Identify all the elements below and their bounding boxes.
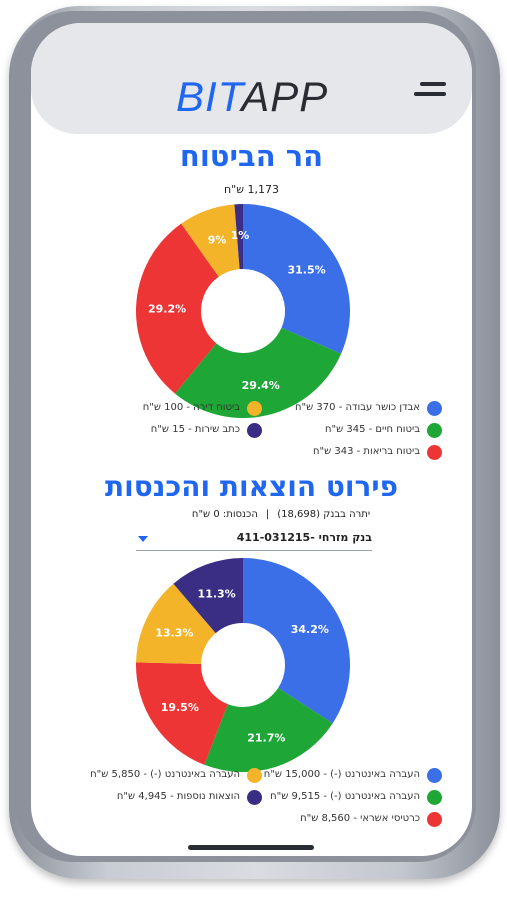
insurance-legend-label: אבדן כושר עבודה - 370 ש"ח [295, 402, 420, 413]
expenses-legend-item: העברה באינטרנט (-) - 5,850 ש"ח [90, 768, 262, 784]
expenses-legend-color-dot [427, 768, 442, 783]
expenses-slice-4[interactable] [173, 558, 243, 634]
expenses-legend-color-dot [247, 768, 262, 783]
expenses-slice-3[interactable] [136, 583, 216, 664]
insurance-legend-color-dot [427, 445, 442, 460]
expenses-slice-label-2: 19.5% [161, 701, 199, 714]
expenses-slice-0[interactable] [243, 558, 350, 724]
expenses-donut-chart: 34.2% 21.7% 19.5% 13.3% 11.3% [136, 558, 350, 772]
bank-account-value: בנק מזרחי -411-031215 [236, 531, 372, 544]
insurance-total: 1,173 ש"ח [223, 183, 280, 196]
expenses-legend-label: כרטיסי אשראי - 8,560 ש"ח [300, 813, 420, 824]
expenses-legend-color-dot [247, 790, 262, 805]
insurance-slice-label-0: 31.5% [287, 263, 325, 276]
logo-text-app: APP [241, 73, 329, 120]
expenses-legend-item: הוצאות נוספות - 4,945 ש"ח [92, 790, 262, 806]
insurance-legend-label: ביטוח דירה - 100 ש"ח [142, 402, 240, 413]
expenses-legend-item: העברה באינטרנט (-) - 9,515 ש"ח [270, 790, 442, 806]
insurance-legend-item: ביטוח בריאות - 343 ש"ח [272, 445, 442, 461]
insurance-slice-label-2: 29.2% [148, 302, 186, 315]
app-screen: BITAPP הר הביטוח 1,173 ש"ח 31.5% 29.4% 29.… [31, 23, 472, 856]
app-header: BITAPP [31, 23, 472, 134]
bank-account-select[interactable]: בנק מזרחי -411-031215 [136, 528, 372, 551]
insurance-title: הר הביטוח [179, 139, 324, 173]
insurance-slice-1[interactable] [175, 327, 342, 418]
expenses-legend-color-dot [427, 812, 442, 827]
insurance-legend-color-dot [427, 423, 442, 438]
expenses-legend-color-dot [427, 790, 442, 805]
insurance-slice-2[interactable] [136, 223, 219, 394]
expenses-legend-item: כרטיסי אשראי - 8,560 ש"ח [272, 812, 442, 828]
insurance-legend-item: אבדן כושר עבודה - 370 ש"ח [272, 401, 442, 417]
insurance-slice-3[interactable] [181, 204, 240, 277]
expenses-legend-item: העברה באינטרנט (-) - 15,000 ש"ח [264, 768, 442, 784]
insurance-slice-label-3: 9% [208, 234, 227, 247]
insurance-legend-color-dot [247, 423, 262, 438]
insurance-donut-chart: 31.5% 29.4% 29.2% 9% 1% [136, 204, 350, 418]
insurance-legend-label: ביטוח חיים - 345 ש"ח [324, 424, 420, 435]
insurance-legend-color-dot [247, 401, 262, 416]
insurance-slice-0[interactable] [243, 204, 350, 354]
insurance-legend-label: כתב שירות - 15 ש"ח [150, 424, 240, 435]
insurance-legend-label: ביטוח בריאות - 343 ש"ח [312, 446, 420, 457]
insurance-slice-label-1: 29.4% [242, 379, 280, 392]
insurance-legend-item: ביטוח חיים - 345 ש"ח [272, 423, 442, 439]
hamburger-menu-icon[interactable] [414, 82, 446, 100]
expenses-legend-label: העברה באינטרנט (-) - 9,515 ש"ח [270, 791, 420, 802]
expenses-slice-label-4: 11.3% [198, 588, 236, 601]
expenses-slice-label-1: 21.7% [247, 731, 285, 744]
logo-text-bit: BIT [176, 73, 242, 120]
insurance-slice-label-4: 1% [231, 229, 250, 242]
insurance-slice-4[interactable] [234, 204, 243, 270]
dropdown-arrow-icon [138, 536, 148, 542]
expenses-slice-2[interactable] [136, 662, 228, 765]
separator: | [265, 509, 270, 520]
expenses-slice-label-3: 13.3% [155, 626, 193, 639]
income-total: הכנסות: 0 ש"ח [191, 509, 258, 520]
home-indicator[interactable] [188, 845, 314, 850]
expenses-legend-label: הוצאות נוספות - 4,945 ש"ח [116, 791, 240, 802]
expenses-slice-1[interactable] [204, 687, 333, 772]
bank-balance: יתרה בבנק (18,698) [277, 509, 371, 520]
insurance-legend-item: כתב שירות - 15 ש"ח [92, 423, 262, 439]
expenses-legend-label: העברה באינטרנט (-) - 5,850 ש"ח [90, 769, 240, 780]
bitapp-logo: BITAPP [176, 73, 328, 121]
expenses-slice-label-0: 34.2% [291, 623, 329, 636]
expenses-legend-label: העברה באינטרנט (-) - 15,000 ש"ח [263, 769, 420, 780]
expenses-title: פירוט הוצאות והכנסות [104, 470, 399, 503]
insurance-legend-color-dot [427, 401, 442, 416]
insurance-legend-item: ביטוח דירה - 100 ש"ח [92, 401, 262, 417]
balance-summary: יתרה בבנק (18,698) | הכנסות: 0 ש"ח [141, 509, 421, 520]
